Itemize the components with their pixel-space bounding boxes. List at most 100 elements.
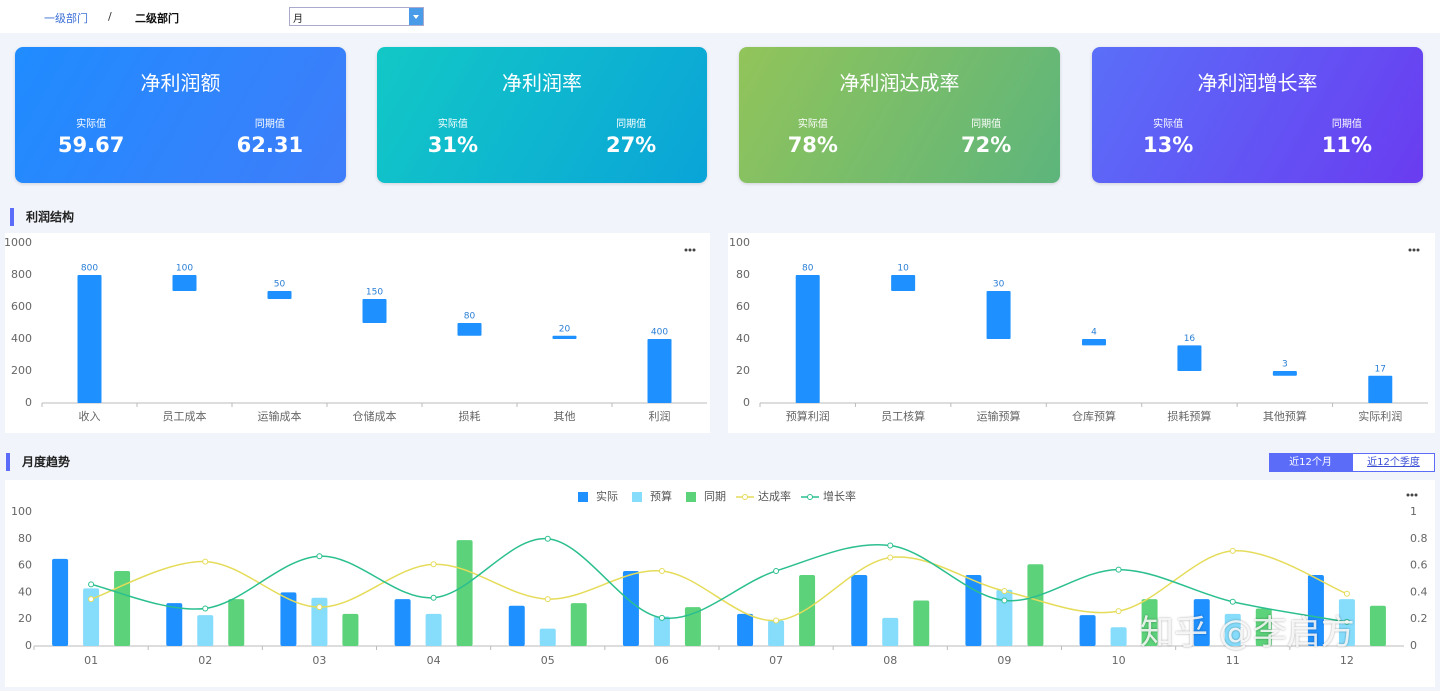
bar bbox=[394, 599, 411, 646]
bar bbox=[425, 613, 442, 646]
breadcrumb-link[interactable]: 一级部门 bbox=[44, 12, 88, 25]
bar bbox=[552, 335, 577, 339]
line-point bbox=[658, 614, 665, 621]
data-label: 80 bbox=[802, 264, 814, 274]
line-point bbox=[1115, 566, 1122, 573]
data-label: 17 bbox=[1375, 364, 1386, 374]
kpi-label: 实际值 bbox=[437, 119, 468, 130]
legend-swatch bbox=[742, 494, 748, 500]
data-label: 4 bbox=[1091, 328, 1097, 338]
bar bbox=[77, 275, 102, 403]
line-point bbox=[773, 617, 780, 624]
breadcrumb-current: 二级部门 bbox=[135, 12, 179, 25]
menu-dot bbox=[1406, 493, 1410, 497]
x-tick-label: 07 bbox=[769, 654, 783, 667]
line-point bbox=[1115, 608, 1122, 615]
bar bbox=[52, 558, 69, 646]
kpi-value: 78% bbox=[787, 133, 838, 157]
menu-dot bbox=[1414, 493, 1418, 497]
menu-dot bbox=[692, 248, 696, 252]
line-point bbox=[1001, 597, 1008, 604]
x-tick-label: 06 bbox=[655, 654, 669, 667]
bar bbox=[1255, 608, 1272, 646]
legend-label: 增长率 bbox=[823, 489, 856, 503]
y2-tick-label: 0.6 bbox=[1410, 559, 1428, 572]
legend-swatch bbox=[578, 492, 588, 502]
line-point bbox=[1229, 547, 1236, 554]
y2-tick-label: 0.4 bbox=[1410, 585, 1428, 598]
x-tick-label: 运输成本 bbox=[258, 409, 302, 423]
bar bbox=[1177, 345, 1202, 371]
tab-button[interactable]: 近12个季度 bbox=[1352, 453, 1435, 472]
y-tick-label: 80 bbox=[18, 532, 32, 545]
line-point bbox=[316, 604, 323, 611]
kpi-card: 净利润额 实际值 59.67 同期值 62.31 bbox=[15, 47, 346, 183]
kpi-value: 13% bbox=[1142, 133, 1194, 157]
kpi-label: 同期值 bbox=[616, 119, 647, 130]
line-point bbox=[202, 558, 209, 565]
watermark: 知乎 @李启方 bbox=[1140, 613, 1355, 653]
panel: 0 20 40 60 80 100 0 0.2 0.4 0.6 0.8 1 01 02 03 04 05 06 07… bbox=[5, 480, 1435, 687]
x-tick-label: 08 bbox=[883, 654, 897, 667]
bar bbox=[1082, 339, 1106, 346]
line-point bbox=[1343, 590, 1350, 597]
bar bbox=[737, 613, 754, 646]
bar bbox=[539, 628, 556, 646]
kpi-value: 11% bbox=[1321, 133, 1372, 157]
line-point bbox=[1001, 588, 1008, 595]
line-point bbox=[202, 605, 209, 612]
kpi-card: 净利润增长率 实际值 13% 同期值 11% bbox=[1092, 47, 1423, 183]
bar bbox=[1368, 375, 1393, 403]
bar bbox=[1141, 599, 1158, 646]
dropdown-arrow[interactable] bbox=[409, 8, 423, 25]
line-point bbox=[544, 596, 551, 603]
line-point bbox=[316, 553, 323, 560]
data-label: 20 bbox=[559, 324, 571, 334]
header: 一级部门 / 二级部门 月 bbox=[0, 0, 1440, 33]
bar bbox=[996, 589, 1013, 646]
period-value: 月 bbox=[293, 14, 303, 25]
line-point bbox=[430, 594, 437, 601]
y-tick-label: 800 bbox=[11, 268, 32, 281]
x-tick-label: 员工核算 bbox=[881, 409, 925, 423]
bar bbox=[1110, 627, 1127, 646]
bar bbox=[653, 616, 670, 646]
arrow-icon bbox=[413, 15, 419, 19]
y-tick-label: 20 bbox=[736, 364, 750, 377]
menu-dot bbox=[1412, 248, 1416, 252]
line-point bbox=[88, 596, 95, 603]
menu-dot bbox=[1408, 248, 1412, 252]
data-label: 400 bbox=[651, 328, 668, 338]
bar bbox=[684, 607, 701, 646]
tab-button[interactable]: 近12个月 bbox=[1269, 453, 1352, 472]
y-tick-label: 40 bbox=[18, 585, 32, 598]
y-tick-label: 100 bbox=[729, 236, 750, 249]
data-label: 50 bbox=[274, 280, 286, 290]
bar bbox=[456, 540, 473, 646]
line-point bbox=[88, 581, 95, 588]
bar bbox=[362, 299, 387, 323]
breadcrumb-sep: / bbox=[108, 10, 112, 23]
x-tick-label: 02 bbox=[198, 654, 212, 667]
legend-label: 实际 bbox=[596, 489, 618, 503]
section-title: 月度趋势 bbox=[6, 453, 70, 471]
bar bbox=[280, 592, 297, 646]
data-label: 80 bbox=[464, 312, 476, 322]
panel: 0 20 40 60 80 100 预算利润 80 员工核算 10 运输预算 30 仓库预算 4 损耗预算 1… bbox=[728, 233, 1435, 433]
period-select[interactable]: 月 bbox=[289, 7, 424, 26]
y-tick-label: 1000 bbox=[5, 236, 32, 249]
kpi-value: 62.31 bbox=[236, 133, 304, 157]
bar bbox=[768, 620, 785, 646]
bar bbox=[1079, 615, 1096, 646]
data-label: 30 bbox=[993, 280, 1005, 290]
legend-label: 达成率 bbox=[758, 489, 791, 503]
y-tick-label: 600 bbox=[11, 300, 32, 313]
data-label: 100 bbox=[176, 264, 193, 274]
kpi-label: 实际值 bbox=[76, 119, 107, 130]
y2-tick-label: 0.8 bbox=[1410, 532, 1428, 545]
legend-swatch bbox=[807, 494, 813, 500]
bar bbox=[986, 291, 1011, 339]
x-tick-label: 05 bbox=[541, 654, 555, 667]
waterfall-chart: 0 20 40 60 80 100 预算利润 80 员工核算 10 运输预算 30 仓库预算 4 损耗预算 1… bbox=[729, 236, 1428, 423]
bar bbox=[795, 275, 820, 403]
